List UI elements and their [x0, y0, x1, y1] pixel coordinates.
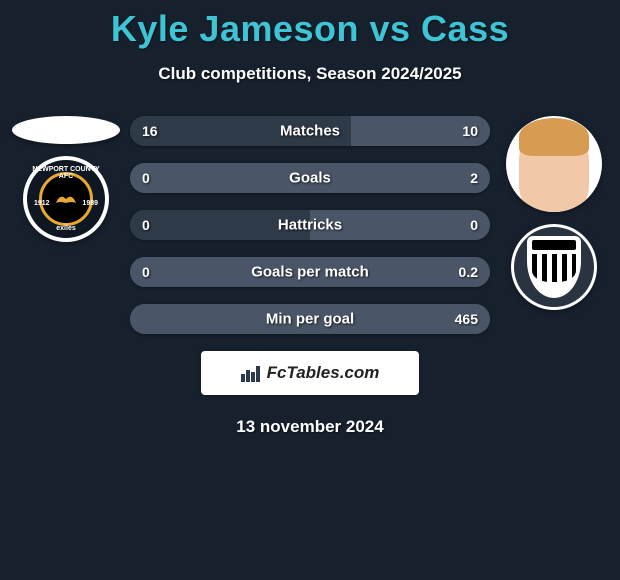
bar-label: Hattricks	[278, 217, 342, 234]
bar-value-right: 0	[470, 217, 478, 233]
stat-row: Hattricks 0 0	[130, 210, 490, 240]
bar-value-left: 0	[142, 264, 150, 280]
badge-left-top-text: NEWPORT COUNTY AFC	[27, 166, 105, 180]
left-column: NEWPORT COUNTY AFC exiles 1912 1989	[6, 116, 126, 242]
stat-row: Goals 0 2	[130, 163, 490, 193]
bar-value-right: 2	[470, 170, 478, 186]
bar-label: Goals	[289, 170, 331, 187]
bar-value-left: 0	[142, 170, 150, 186]
date-text: 13 november 2024	[0, 417, 620, 437]
bars-icon	[241, 364, 261, 382]
shield-icon	[527, 236, 581, 298]
badge-left-year-l: 1912	[34, 200, 50, 207]
player-left-avatar	[12, 116, 120, 144]
bar-label: Min per goal	[266, 311, 354, 328]
club-badge-right	[511, 224, 597, 310]
wings-icon	[52, 185, 80, 213]
club-badge-left: NEWPORT COUNTY AFC exiles 1912 1989	[23, 156, 109, 242]
badge-left-inner	[39, 172, 93, 226]
bar-value-left: 0	[142, 217, 150, 233]
badge-left-bottom-text: exiles	[56, 225, 75, 232]
page-subtitle: Club competitions, Season 2024/2025	[0, 64, 620, 84]
bar-label: Goals per match	[251, 264, 369, 281]
bar-value-right: 0.2	[459, 264, 478, 280]
stat-row: Matches 16 10	[130, 116, 490, 146]
comparison-content: NEWPORT COUNTY AFC exiles 1912 1989 Matc…	[0, 116, 620, 334]
logo-text: FcTables.com	[267, 363, 380, 383]
stat-row: Min per goal 465	[130, 304, 490, 334]
page-title: Kyle Jameson vs Cass	[0, 0, 620, 50]
stat-row: Goals per match 0 0.2	[130, 257, 490, 287]
bar-label: Matches	[280, 123, 340, 140]
bar-value-right: 10	[462, 123, 478, 139]
bar-value-left: 16	[142, 123, 158, 139]
right-column	[494, 116, 614, 310]
stats-bars: Matches1610Goals02Hattricks00Goals per m…	[130, 116, 490, 334]
bar-value-right: 465	[455, 311, 478, 327]
player-right-avatar	[506, 116, 602, 212]
badge-left-year-r: 1989	[82, 200, 98, 207]
logo-box: FcTables.com	[201, 351, 419, 395]
